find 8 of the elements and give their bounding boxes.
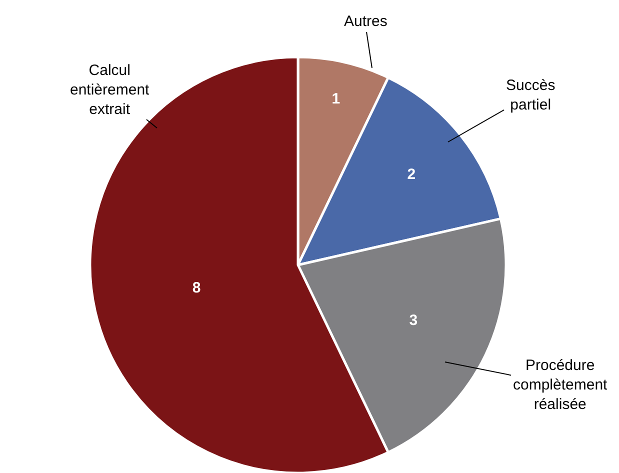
data-label: 1 [332,90,340,108]
slice-label: Succès partiel [506,77,556,114]
data-label: 3 [409,312,418,330]
data-label: 8 [192,280,201,297]
slice-label: Procédure complètement réalisée [513,357,608,413]
slice-label: Autres [344,13,388,30]
slice-label: Calcul entièrement extrait [70,62,150,118]
data-label: 2 [407,166,416,184]
